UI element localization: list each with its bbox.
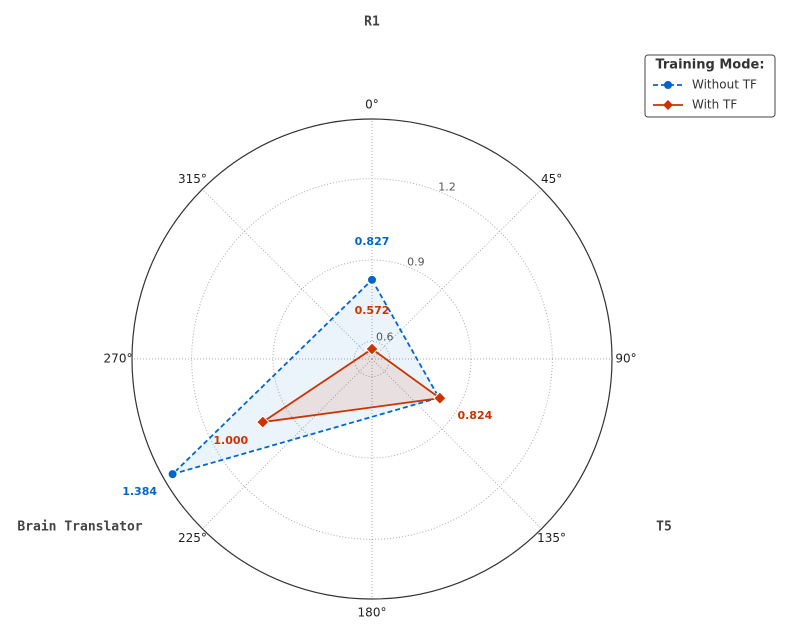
- value-label: 0.824: [457, 409, 492, 422]
- angular-grid-line: [201, 358, 373, 530]
- angular-tick-label: 270°: [104, 352, 133, 366]
- angular-tick-label: 90°: [615, 352, 636, 366]
- point: [365, 342, 379, 356]
- angular-tick-label: 315°: [178, 172, 207, 186]
- value-label: 0.827: [355, 235, 390, 248]
- radial-tick-label: 0.6: [376, 331, 394, 344]
- outer-ring: [131, 118, 613, 600]
- legend-title: Training Mode:: [655, 58, 764, 73]
- radial-tick-label: 0.9: [407, 256, 425, 269]
- angular-tick-label: 135°: [537, 531, 566, 545]
- angular-tick-label: 180°: [358, 606, 387, 620]
- radial-grid-line: [191, 178, 553, 540]
- radial-grid-line: [353, 340, 391, 378]
- legend-label: With TF: [692, 98, 737, 112]
- value-label: 1.000: [213, 434, 248, 447]
- angular-grid-line: [201, 188, 373, 360]
- category-label: R1: [364, 15, 380, 30]
- series-line: [262, 347, 443, 423]
- legend-box: [644, 54, 776, 118]
- radial-grid-line: [272, 259, 472, 459]
- point: [367, 274, 377, 285]
- angular-tick-label: 0°: [365, 98, 379, 112]
- value-label: 0.572: [355, 304, 390, 317]
- series-line: [171, 278, 441, 475]
- category-label: Brain Translator: [17, 520, 142, 535]
- point: [256, 415, 270, 429]
- category-label: T5: [656, 520, 672, 535]
- angular-grid-line: [371, 358, 543, 530]
- point: [167, 469, 178, 480]
- point: [433, 391, 447, 405]
- radial-tick-label: 1.2: [438, 180, 456, 193]
- legend-marker: [664, 81, 672, 89]
- value-label: 1.384: [122, 485, 157, 498]
- legend-label: Without TF: [692, 78, 757, 92]
- angular-tick-label: 225°: [178, 531, 207, 545]
- legend-marker: [663, 100, 673, 110]
- angular-tick-label: 45°: [541, 172, 562, 186]
